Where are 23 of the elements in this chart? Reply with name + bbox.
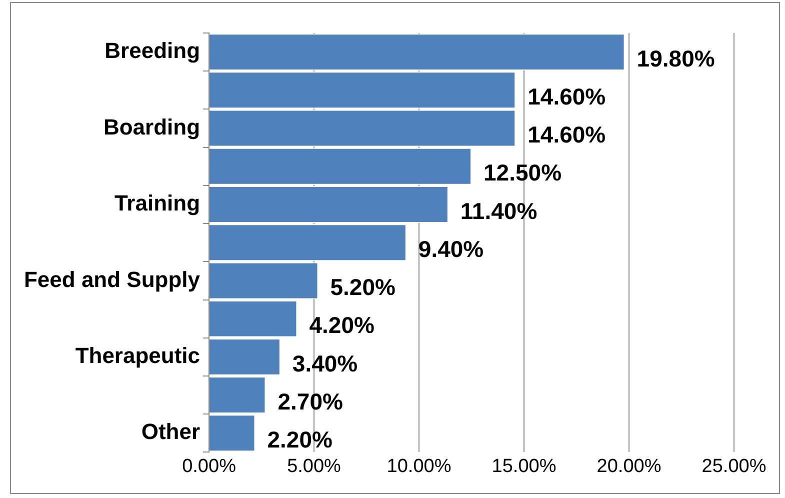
data-label: 19.80% bbox=[636, 45, 715, 72]
data-label: 11.40% bbox=[460, 198, 538, 224]
y-tick-label: Boarding bbox=[103, 114, 200, 140]
x-tick-label: 10.00% bbox=[386, 456, 452, 477]
y-tick-label: Training bbox=[114, 190, 200, 216]
data-label: 9.40% bbox=[418, 236, 484, 262]
x-tick-label: 5.00% bbox=[287, 456, 342, 477]
data-label: 14.60% bbox=[528, 122, 606, 148]
data-label: 5.20% bbox=[330, 274, 396, 300]
data-label: 2.20% bbox=[267, 426, 332, 452]
x-tick-label: 20.00% bbox=[596, 456, 662, 477]
data-label: 14.60% bbox=[528, 84, 606, 110]
data-label: 12.50% bbox=[484, 160, 562, 186]
y-tick-label: Feed and Supply bbox=[24, 266, 201, 292]
x-tick-label: 0.00% bbox=[182, 456, 236, 477]
y-tick-label: Therapeutic bbox=[75, 342, 200, 368]
data-label: 2.70% bbox=[278, 388, 343, 414]
x-tick-label: 15.00% bbox=[492, 456, 556, 477]
y-tick-label: Breeding bbox=[104, 38, 200, 64]
data-label: 4.20% bbox=[309, 312, 374, 338]
y-tick-label: Other bbox=[141, 419, 200, 444]
x-tick-label: 25.00% bbox=[702, 456, 766, 477]
data-label: 3.40% bbox=[292, 350, 358, 376]
